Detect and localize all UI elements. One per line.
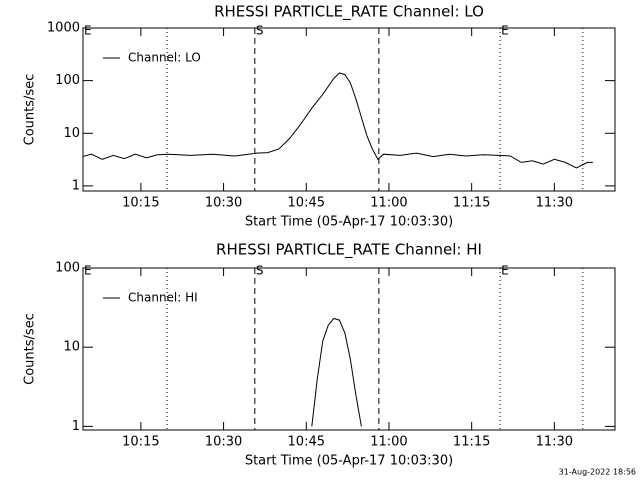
x-tick-label: 11:15 — [453, 435, 490, 450]
y-axis-label: Counts/sec — [23, 313, 38, 385]
footer: 31-Aug-2022 18:56 — [559, 468, 636, 477]
chart-title: RHESSI PARTICLE_RATE Channel: HI — [216, 241, 482, 260]
x-tick-label: 11:00 — [370, 196, 407, 211]
x-tick-label: 10:30 — [205, 196, 242, 211]
x-axis-label: Start Time (05-Apr-17 10:03:30) — [245, 215, 453, 230]
y-tick-label: 100 — [55, 73, 80, 88]
plot-frame — [82, 27, 616, 192]
x-tick-label: 10:45 — [288, 196, 325, 211]
y-tick-label: 10 — [63, 340, 80, 355]
x-tick-label: 11:30 — [536, 435, 573, 450]
marker-label: S — [256, 24, 264, 38]
marker-label: E — [501, 24, 509, 38]
marker-label: E — [84, 264, 92, 278]
data-line — [311, 317, 362, 427]
legend-label: Channel: LO — [128, 51, 201, 65]
y-tick-label: 1 — [72, 178, 80, 193]
x-tick-label: 11:30 — [536, 196, 573, 211]
legend-label: Channel: HI — [128, 291, 198, 305]
x-tick-label: 11:00 — [370, 435, 407, 450]
y-tick-label: 100 — [55, 261, 80, 276]
chart-title: RHESSI PARTICLE_RATE Channel: LO — [214, 3, 484, 22]
y-tick-label: 1000 — [47, 21, 80, 36]
marker-label: S — [256, 264, 264, 278]
x-tick-label: 10:15 — [122, 435, 159, 450]
x-tick-label: 10:30 — [205, 435, 242, 450]
data-line — [83, 72, 593, 169]
marker-label: E — [84, 24, 92, 38]
x-axis-label: Start Time (05-Apr-17 10:03:30) — [245, 454, 453, 469]
y-tick-label: 10 — [63, 126, 80, 141]
y-tick-label: 1 — [72, 419, 80, 434]
marker-label: E — [501, 264, 509, 278]
x-tick-label: 11:15 — [453, 196, 490, 211]
x-tick-label: 10:45 — [288, 435, 325, 450]
y-axis-label: Counts/sec — [23, 74, 38, 146]
x-tick-label: 10:15 — [122, 196, 159, 211]
